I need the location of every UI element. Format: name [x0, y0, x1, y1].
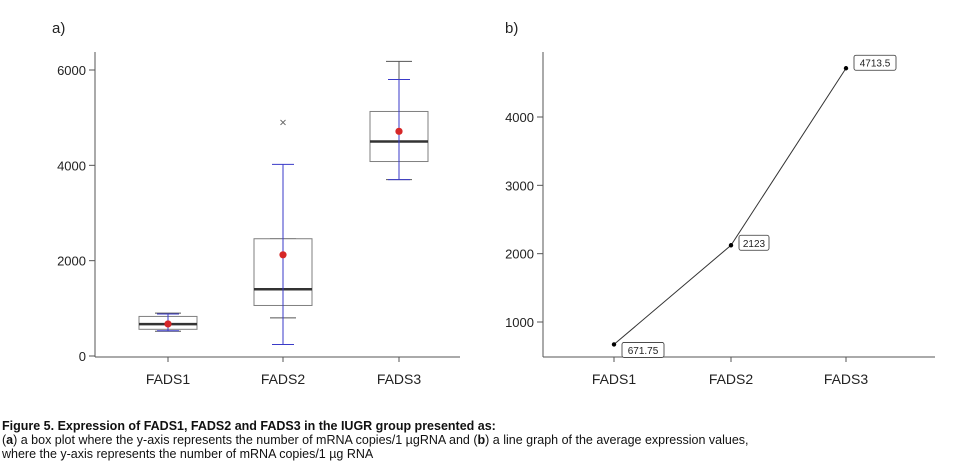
data-label: 2123 [743, 239, 766, 250]
mean-point [164, 320, 172, 328]
line-chart-y-ticks: 1000 2000 3000 4000 [505, 110, 543, 330]
outlier-point [280, 119, 286, 126]
y-tick-label: 1000 [505, 315, 534, 330]
caption-line-3: where the y-axis represents the number o… [2, 447, 374, 461]
y-tick-label: 3000 [505, 178, 534, 193]
figure-caption: Figure 5. Expression of FADS1, FADS2 and… [2, 419, 974, 461]
box-plot-boxes [138, 60, 429, 346]
data-label-box [738, 234, 770, 251]
line-chart-panel: b) 1000 2000 3000 4000 671.75 2123 4713.5 FAD… [505, 20, 935, 387]
caption-text: ( [2, 433, 7, 447]
data-label: 4713.5 [860, 59, 891, 70]
x-tick-label: FADS1 [592, 371, 637, 387]
caption-panel-a-ref: a [6, 433, 14, 447]
data-label-box [853, 54, 897, 71]
series-line [613, 67, 847, 345]
y-tick-label: 2000 [57, 254, 86, 269]
y-tick-label: 4000 [57, 158, 86, 173]
box-fads2 [253, 119, 313, 346]
box-fads3 [369, 60, 429, 181]
y-tick-label: 2000 [505, 247, 534, 262]
data-label-box [621, 342, 665, 358]
y-tick-label: 4000 [505, 110, 534, 125]
caption-line-2: (a) a box plot where the y-axis represen… [2, 433, 974, 447]
caption-panel-b-ref: b [477, 433, 486, 447]
panel-a-label: a) [52, 20, 65, 37]
box-plot-y-ticks: 0 2000 4000 6000 [57, 63, 95, 364]
panel-b-label: b) [505, 20, 518, 37]
box-plot-panel: a) 0 2000 4000 6000 FADS1 FADS2 FADS3 [52, 20, 460, 387]
y-tick-label: 6000 [57, 63, 86, 78]
x-tick-label: FADS3 [377, 371, 422, 387]
x-tick-label: FADS3 [824, 371, 869, 387]
caption-text: ) a box plot where the y-axis represents… [13, 433, 478, 447]
caption-text: ) a line graph of the average expression… [485, 433, 749, 447]
x-tick-label: FADS1 [146, 371, 191, 387]
box-plot-categories: FADS1 FADS2 FADS3 [146, 357, 422, 387]
line-chart-categories: FADS1 FADS2 FADS3 [592, 357, 869, 387]
data-point [728, 243, 734, 248]
mean-point [395, 127, 403, 135]
box-fads1 [138, 312, 198, 332]
data-label: 671.75 [628, 346, 659, 357]
data-point [843, 66, 849, 71]
mean-point [279, 251, 287, 259]
line-chart-series: 671.75 2123 4713.5 [611, 54, 897, 358]
x-tick-label: FADS2 [709, 371, 754, 387]
caption-title: Figure 5. Expression of FADS1, FADS2 and… [2, 419, 496, 433]
x-tick-label: FADS2 [261, 371, 306, 387]
data-point [611, 342, 617, 347]
y-tick-label: 0 [79, 349, 86, 364]
